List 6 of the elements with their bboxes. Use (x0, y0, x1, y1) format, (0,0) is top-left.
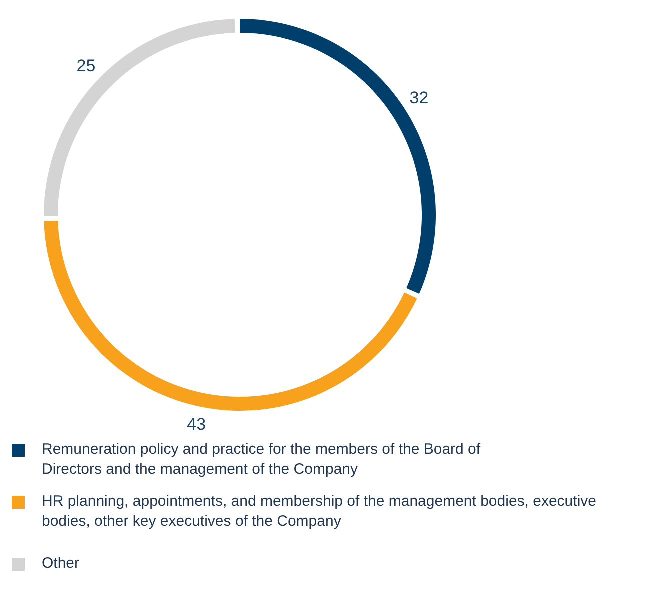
data-label: 43 (187, 415, 206, 434)
legend-label: Remuneration policy and practice for the members of the Board of Directors and the management of the Company (42, 440, 482, 480)
legend-label: HR planning, appointments, and membership of the management bodies, executive bodies, other key executives of the Company (42, 492, 598, 532)
data-label: 32 (410, 88, 429, 108)
legend-label: Other (42, 554, 80, 574)
data-label: 25 (76, 56, 96, 76)
